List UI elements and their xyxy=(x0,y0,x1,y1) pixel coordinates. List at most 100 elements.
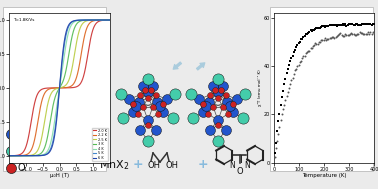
Point xyxy=(140,85,146,88)
Point xyxy=(321,38,327,41)
Point xyxy=(371,31,377,34)
Point xyxy=(145,96,151,99)
Point xyxy=(215,90,221,93)
Point xyxy=(297,61,303,64)
Point xyxy=(130,110,136,113)
Point xyxy=(279,95,285,98)
Point xyxy=(220,105,226,108)
Point xyxy=(277,104,284,107)
Point xyxy=(234,98,240,101)
Point xyxy=(126,98,132,101)
Point xyxy=(135,112,141,115)
Point xyxy=(338,24,344,27)
Point xyxy=(356,23,363,26)
Point xyxy=(353,33,359,36)
Point xyxy=(329,23,335,26)
Point xyxy=(279,113,285,116)
Point xyxy=(359,22,365,25)
Point xyxy=(8,167,14,170)
Point xyxy=(296,42,302,45)
Point xyxy=(215,96,221,99)
Point xyxy=(240,117,246,120)
Point xyxy=(286,64,292,67)
Point xyxy=(8,132,14,136)
Point xyxy=(335,24,341,27)
Point xyxy=(225,112,231,115)
Point xyxy=(363,32,369,35)
Point xyxy=(142,88,148,91)
Point xyxy=(369,32,375,35)
Point xyxy=(309,29,315,33)
Point xyxy=(364,22,370,26)
Point xyxy=(313,43,319,46)
Point xyxy=(215,124,221,127)
Point xyxy=(137,128,143,131)
Point xyxy=(333,23,339,26)
Point xyxy=(298,37,304,40)
Text: T=1.8K/Vs: T=1.8K/Vs xyxy=(14,18,35,22)
Point xyxy=(358,32,364,35)
Point xyxy=(303,33,309,36)
Point xyxy=(120,117,126,120)
Point xyxy=(133,105,139,108)
FancyArrowPatch shape xyxy=(197,63,205,70)
Point xyxy=(349,22,355,25)
Point xyxy=(300,36,306,39)
Point xyxy=(358,23,364,26)
Point xyxy=(344,24,350,27)
Point xyxy=(164,98,170,101)
Point xyxy=(317,40,323,43)
Point xyxy=(345,33,351,36)
Point xyxy=(242,92,248,95)
Point xyxy=(136,101,143,104)
Point xyxy=(208,128,214,131)
Point xyxy=(340,22,346,25)
Point xyxy=(293,67,299,70)
Text: O: O xyxy=(18,163,26,173)
Point xyxy=(321,25,327,28)
Point xyxy=(325,24,332,27)
Point xyxy=(220,85,226,88)
Point xyxy=(305,50,311,53)
Point xyxy=(319,25,325,28)
Point xyxy=(351,23,357,26)
Point xyxy=(299,57,305,60)
Point xyxy=(306,49,312,52)
Point xyxy=(311,44,317,47)
Point xyxy=(277,119,284,122)
Point xyxy=(274,139,280,143)
Point xyxy=(317,27,323,30)
Point xyxy=(296,63,302,66)
Point xyxy=(371,23,377,26)
FancyBboxPatch shape xyxy=(3,7,106,171)
Point xyxy=(190,117,196,120)
Point xyxy=(155,112,161,115)
Point xyxy=(137,93,143,96)
Point xyxy=(327,37,333,40)
Point xyxy=(365,30,371,33)
Point xyxy=(349,32,355,35)
Point xyxy=(271,152,277,155)
Point xyxy=(160,103,166,106)
Point xyxy=(325,37,332,40)
Point xyxy=(284,72,290,75)
Point xyxy=(314,27,321,30)
Point xyxy=(348,22,354,25)
Point xyxy=(218,88,224,91)
Text: O: O xyxy=(236,167,243,176)
Point xyxy=(342,33,348,36)
Point xyxy=(300,54,306,57)
Point xyxy=(284,95,290,98)
Point xyxy=(355,24,361,27)
Point xyxy=(366,23,372,26)
Point xyxy=(336,33,342,36)
Point xyxy=(291,50,297,53)
Point xyxy=(346,33,352,36)
Point xyxy=(347,22,353,26)
Point xyxy=(215,119,221,122)
Point xyxy=(367,31,373,34)
Point xyxy=(365,22,371,25)
X-axis label: Temperature (K): Temperature (K) xyxy=(302,173,346,178)
Point xyxy=(336,24,342,27)
Point xyxy=(290,76,296,79)
